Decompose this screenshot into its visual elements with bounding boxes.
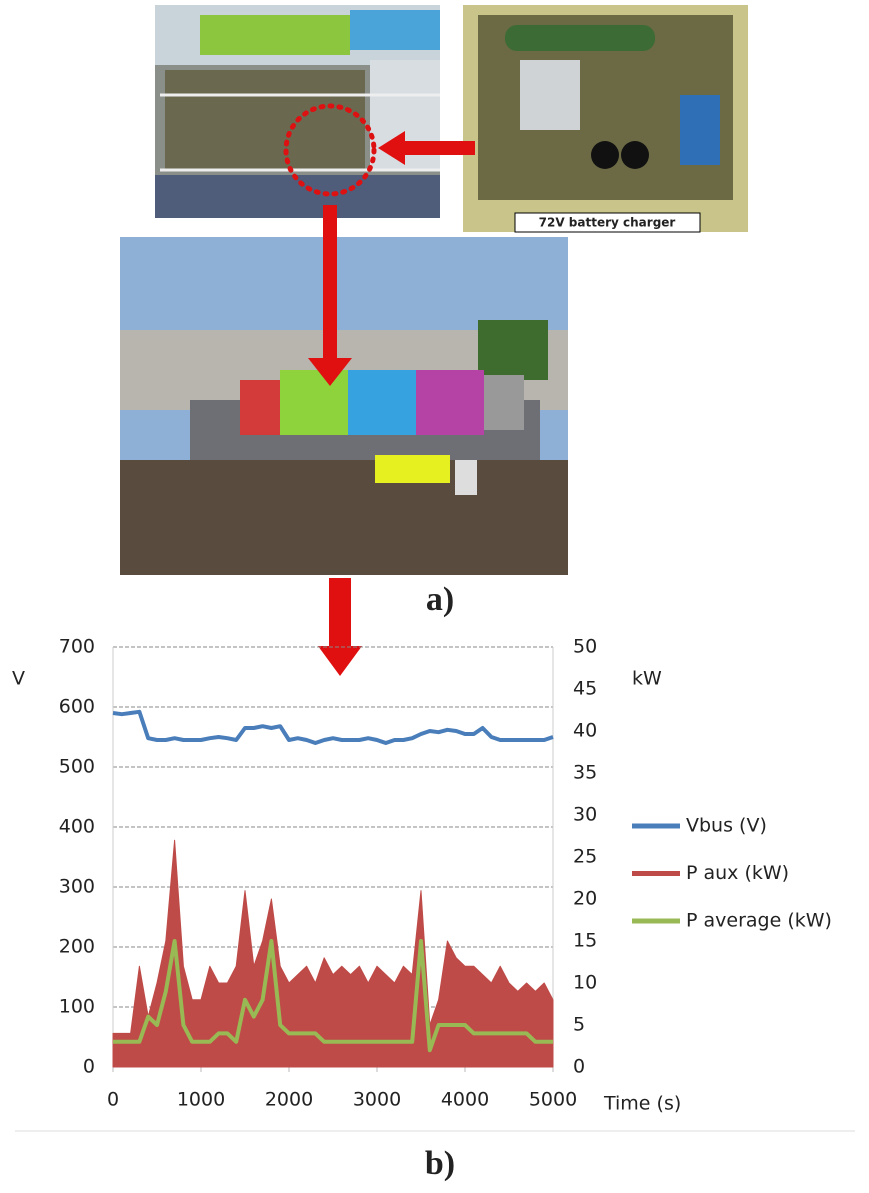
y-tick-label: 700 (59, 636, 95, 658)
y2-tick-label: 0 (573, 1056, 585, 1078)
y2-tick-label: 20 (573, 888, 597, 910)
y2-tick-label: 30 (573, 804, 597, 826)
y-tick-label: 400 (59, 816, 95, 838)
legend-label: P average (kW) (686, 910, 832, 932)
y-tick-label: 300 (59, 876, 95, 898)
charger-caption: 72V battery charger (539, 216, 676, 230)
panel-label: b) (425, 1145, 455, 1182)
y2-tick-label: 35 (573, 762, 597, 784)
photo-charger: 72V battery charger (463, 5, 748, 233)
legend-label: P aux (kW) (686, 862, 789, 884)
y2-tick-label: 10 (573, 972, 597, 994)
y-tick-label: 500 (59, 756, 95, 778)
x-axis-label: Time (s) (603, 1093, 681, 1115)
y2-tick-label: 15 (573, 930, 597, 952)
y2-tick-label: 50 (573, 636, 597, 658)
x-tick-label: 3000 (353, 1089, 401, 1111)
x-tick-label: 5000 (529, 1089, 577, 1111)
y2-tick-label: 40 (573, 720, 597, 742)
panel-label: a) (426, 581, 454, 618)
x-tick-label: 0 (107, 1089, 119, 1111)
y2-axis-label: kW (632, 668, 662, 690)
y-tick-label: 100 (59, 996, 95, 1018)
chart: 0100200300400500600700051015202530354045… (12, 636, 832, 1115)
y-tick-label: 600 (59, 696, 95, 718)
y-tick-label: 200 (59, 936, 95, 958)
y-tick-label: 0 (83, 1056, 95, 1078)
x-tick-label: 2000 (265, 1089, 313, 1111)
y2-tick-label: 25 (573, 846, 597, 868)
x-tick-label: 4000 (441, 1089, 489, 1111)
y2-tick-label: 45 (573, 678, 597, 700)
photo-equipment (155, 5, 440, 218)
y-axis-label: V (12, 668, 25, 690)
x-tick-label: 1000 (177, 1089, 225, 1111)
y2-tick-label: 5 (573, 1014, 585, 1036)
area (112, 839, 554, 1068)
line (113, 939, 553, 1053)
photo-locomotive (120, 237, 568, 575)
line (112, 709, 554, 745)
legend-label: Vbus (V) (686, 815, 767, 837)
arrows (308, 131, 475, 676)
